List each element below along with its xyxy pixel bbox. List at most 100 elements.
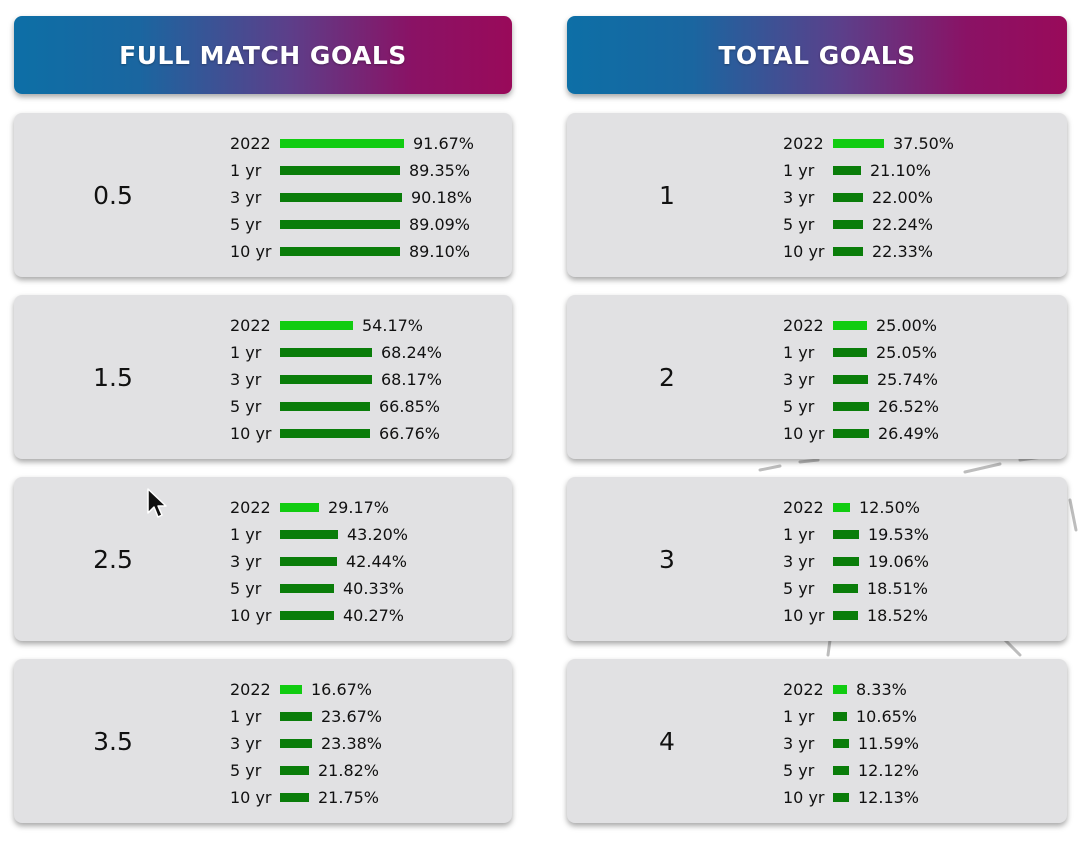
percentage-value: 89.10% [409, 242, 471, 261]
historic-bar [280, 766, 309, 775]
stat-row: 3 yr 90.18% [230, 184, 474, 211]
stat-row: 5 yr 18.51% [783, 575, 929, 602]
historic-bar [833, 530, 859, 539]
period-label: 5 yr [230, 761, 262, 780]
period-label: 1 yr [783, 343, 815, 362]
period-label: 3 yr [783, 370, 815, 389]
period-label: 3 yr [783, 188, 815, 207]
percentage-value: 66.85% [379, 397, 441, 416]
percentage-value: 66.76% [379, 424, 441, 443]
period-label: 1 yr [230, 343, 262, 362]
stat-row: 10 yr 66.76% [230, 420, 442, 447]
percentage-value: 26.52% [878, 397, 940, 416]
historic-bar [833, 584, 858, 593]
percentage-value: 22.00% [872, 188, 934, 207]
stat-row: 2022 25.00% [783, 312, 939, 339]
historic-bar [280, 375, 372, 384]
percentage-value: 25.74% [877, 370, 939, 389]
stat-row: 1 yr 23.67% [230, 703, 382, 730]
stat-row: 10 yr 18.52% [783, 602, 929, 629]
percentage-value: 23.67% [321, 707, 383, 726]
period-label: 2022 [783, 134, 824, 153]
stat-row: 10 yr 40.27% [230, 602, 408, 629]
stat-row: 5 yr 12.12% [783, 757, 919, 784]
period-label: 1 yr [230, 161, 262, 180]
goal-card: 2 2022 25.00% 1 yr 25.05% 3 yr 25.74% 5 yr 26.52… [567, 295, 1067, 459]
percentage-value: 21.10% [870, 161, 932, 180]
historic-bar [833, 557, 859, 566]
percentage-value: 89.35% [409, 161, 471, 180]
stat-rows: 2022 54.17% 1 yr 68.24% 3 yr 68.17% 5 yr 66.85%… [230, 312, 442, 447]
stat-row: 1 yr 19.53% [783, 521, 929, 548]
panel-title: FULL MATCH GOALS [14, 16, 512, 94]
period-label: 10 yr [230, 242, 272, 261]
stat-rows: 2022 29.17% 1 yr 43.20% 3 yr 42.44% 5 yr 40.33%… [230, 494, 408, 629]
percentage-value: 25.00% [876, 316, 938, 335]
historic-bar [280, 530, 338, 539]
period-label: 5 yr [230, 579, 262, 598]
percentage-value: 18.51% [867, 579, 929, 598]
historic-bar [833, 247, 863, 256]
period-label: 2022 [230, 498, 271, 517]
period-label: 3 yr [230, 552, 262, 571]
stat-row: 3 yr 22.00% [783, 184, 954, 211]
historic-bar [833, 793, 849, 802]
stat-row: 10 yr 89.10% [230, 238, 474, 265]
period-label: 2022 [230, 680, 271, 699]
period-label: 1 yr [783, 525, 815, 544]
stat-row: 1 yr 89.35% [230, 157, 474, 184]
period-label: 2022 [783, 316, 824, 335]
stat-rows: 2022 16.67% 1 yr 23.67% 3 yr 23.38% 5 yr 21.82%… [230, 676, 382, 811]
percentage-value: 54.17% [362, 316, 424, 335]
current-season-bar [833, 503, 850, 512]
percentage-value: 37.50% [893, 134, 955, 153]
period-label: 3 yr [783, 734, 815, 753]
panel-title: TOTAL GOALS [567, 16, 1067, 94]
mouse-pointer-icon [147, 488, 167, 518]
period-label: 3 yr [230, 188, 262, 207]
historic-bar [280, 348, 372, 357]
goal-card: 2.5 2022 29.17% 1 yr 43.20% 3 yr 42.44% 5 yr 40.… [14, 477, 512, 641]
percentage-value: 91.67% [413, 134, 475, 153]
stat-rows: 2022 37.50% 1 yr 21.10% 3 yr 22.00% 5 yr 22.24%… [783, 130, 954, 265]
stat-row: 3 yr 42.44% [230, 548, 408, 575]
percentage-value: 40.33% [343, 579, 405, 598]
historic-bar [833, 611, 858, 620]
goal-line-label: 4 [659, 726, 675, 756]
current-season-bar [280, 139, 404, 148]
period-label: 10 yr [783, 788, 825, 807]
historic-bar [280, 429, 370, 438]
period-label: 2022 [783, 680, 824, 699]
percentage-value: 19.06% [868, 552, 930, 571]
goal-card: 1 2022 37.50% 1 yr 21.10% 3 yr 22.00% 5 yr 22.24… [567, 113, 1067, 277]
percentage-value: 21.75% [318, 788, 380, 807]
historic-bar [833, 220, 863, 229]
period-label: 5 yr [783, 215, 815, 234]
period-label: 1 yr [230, 707, 262, 726]
period-label: 10 yr [230, 788, 272, 807]
goal-line-label: 3 [659, 544, 675, 574]
current-season-bar [833, 139, 884, 148]
period-label: 5 yr [783, 397, 815, 416]
historic-bar [833, 739, 849, 748]
historic-bar [833, 348, 867, 357]
percentage-value: 42.44% [346, 552, 408, 571]
stat-row: 10 yr 21.75% [230, 784, 382, 811]
current-season-bar [833, 321, 867, 330]
period-label: 3 yr [230, 734, 262, 753]
goal-line-label: 1 [659, 180, 675, 210]
stat-row: 3 yr 68.17% [230, 366, 442, 393]
stat-rows: 2022 12.50% 1 yr 19.53% 3 yr 19.06% 5 yr 18.51%… [783, 494, 929, 629]
percentage-value: 29.17% [328, 498, 390, 517]
stat-row: 5 yr 26.52% [783, 393, 939, 420]
stat-row: 5 yr 89.09% [230, 211, 474, 238]
percentage-value: 8.33% [856, 680, 907, 699]
total-goals-panel: TOTAL GOALS 1 2022 37.50% 1 yr 21.10% 3 yr 22.… [567, 16, 1067, 823]
historic-bar [833, 429, 869, 438]
period-label: 10 yr [230, 606, 272, 625]
period-label: 5 yr [783, 761, 815, 780]
stat-row: 1 yr 43.20% [230, 521, 408, 548]
percentage-value: 12.13% [858, 788, 920, 807]
stat-row: 10 yr 26.49% [783, 420, 939, 447]
percentage-value: 16.67% [311, 680, 373, 699]
